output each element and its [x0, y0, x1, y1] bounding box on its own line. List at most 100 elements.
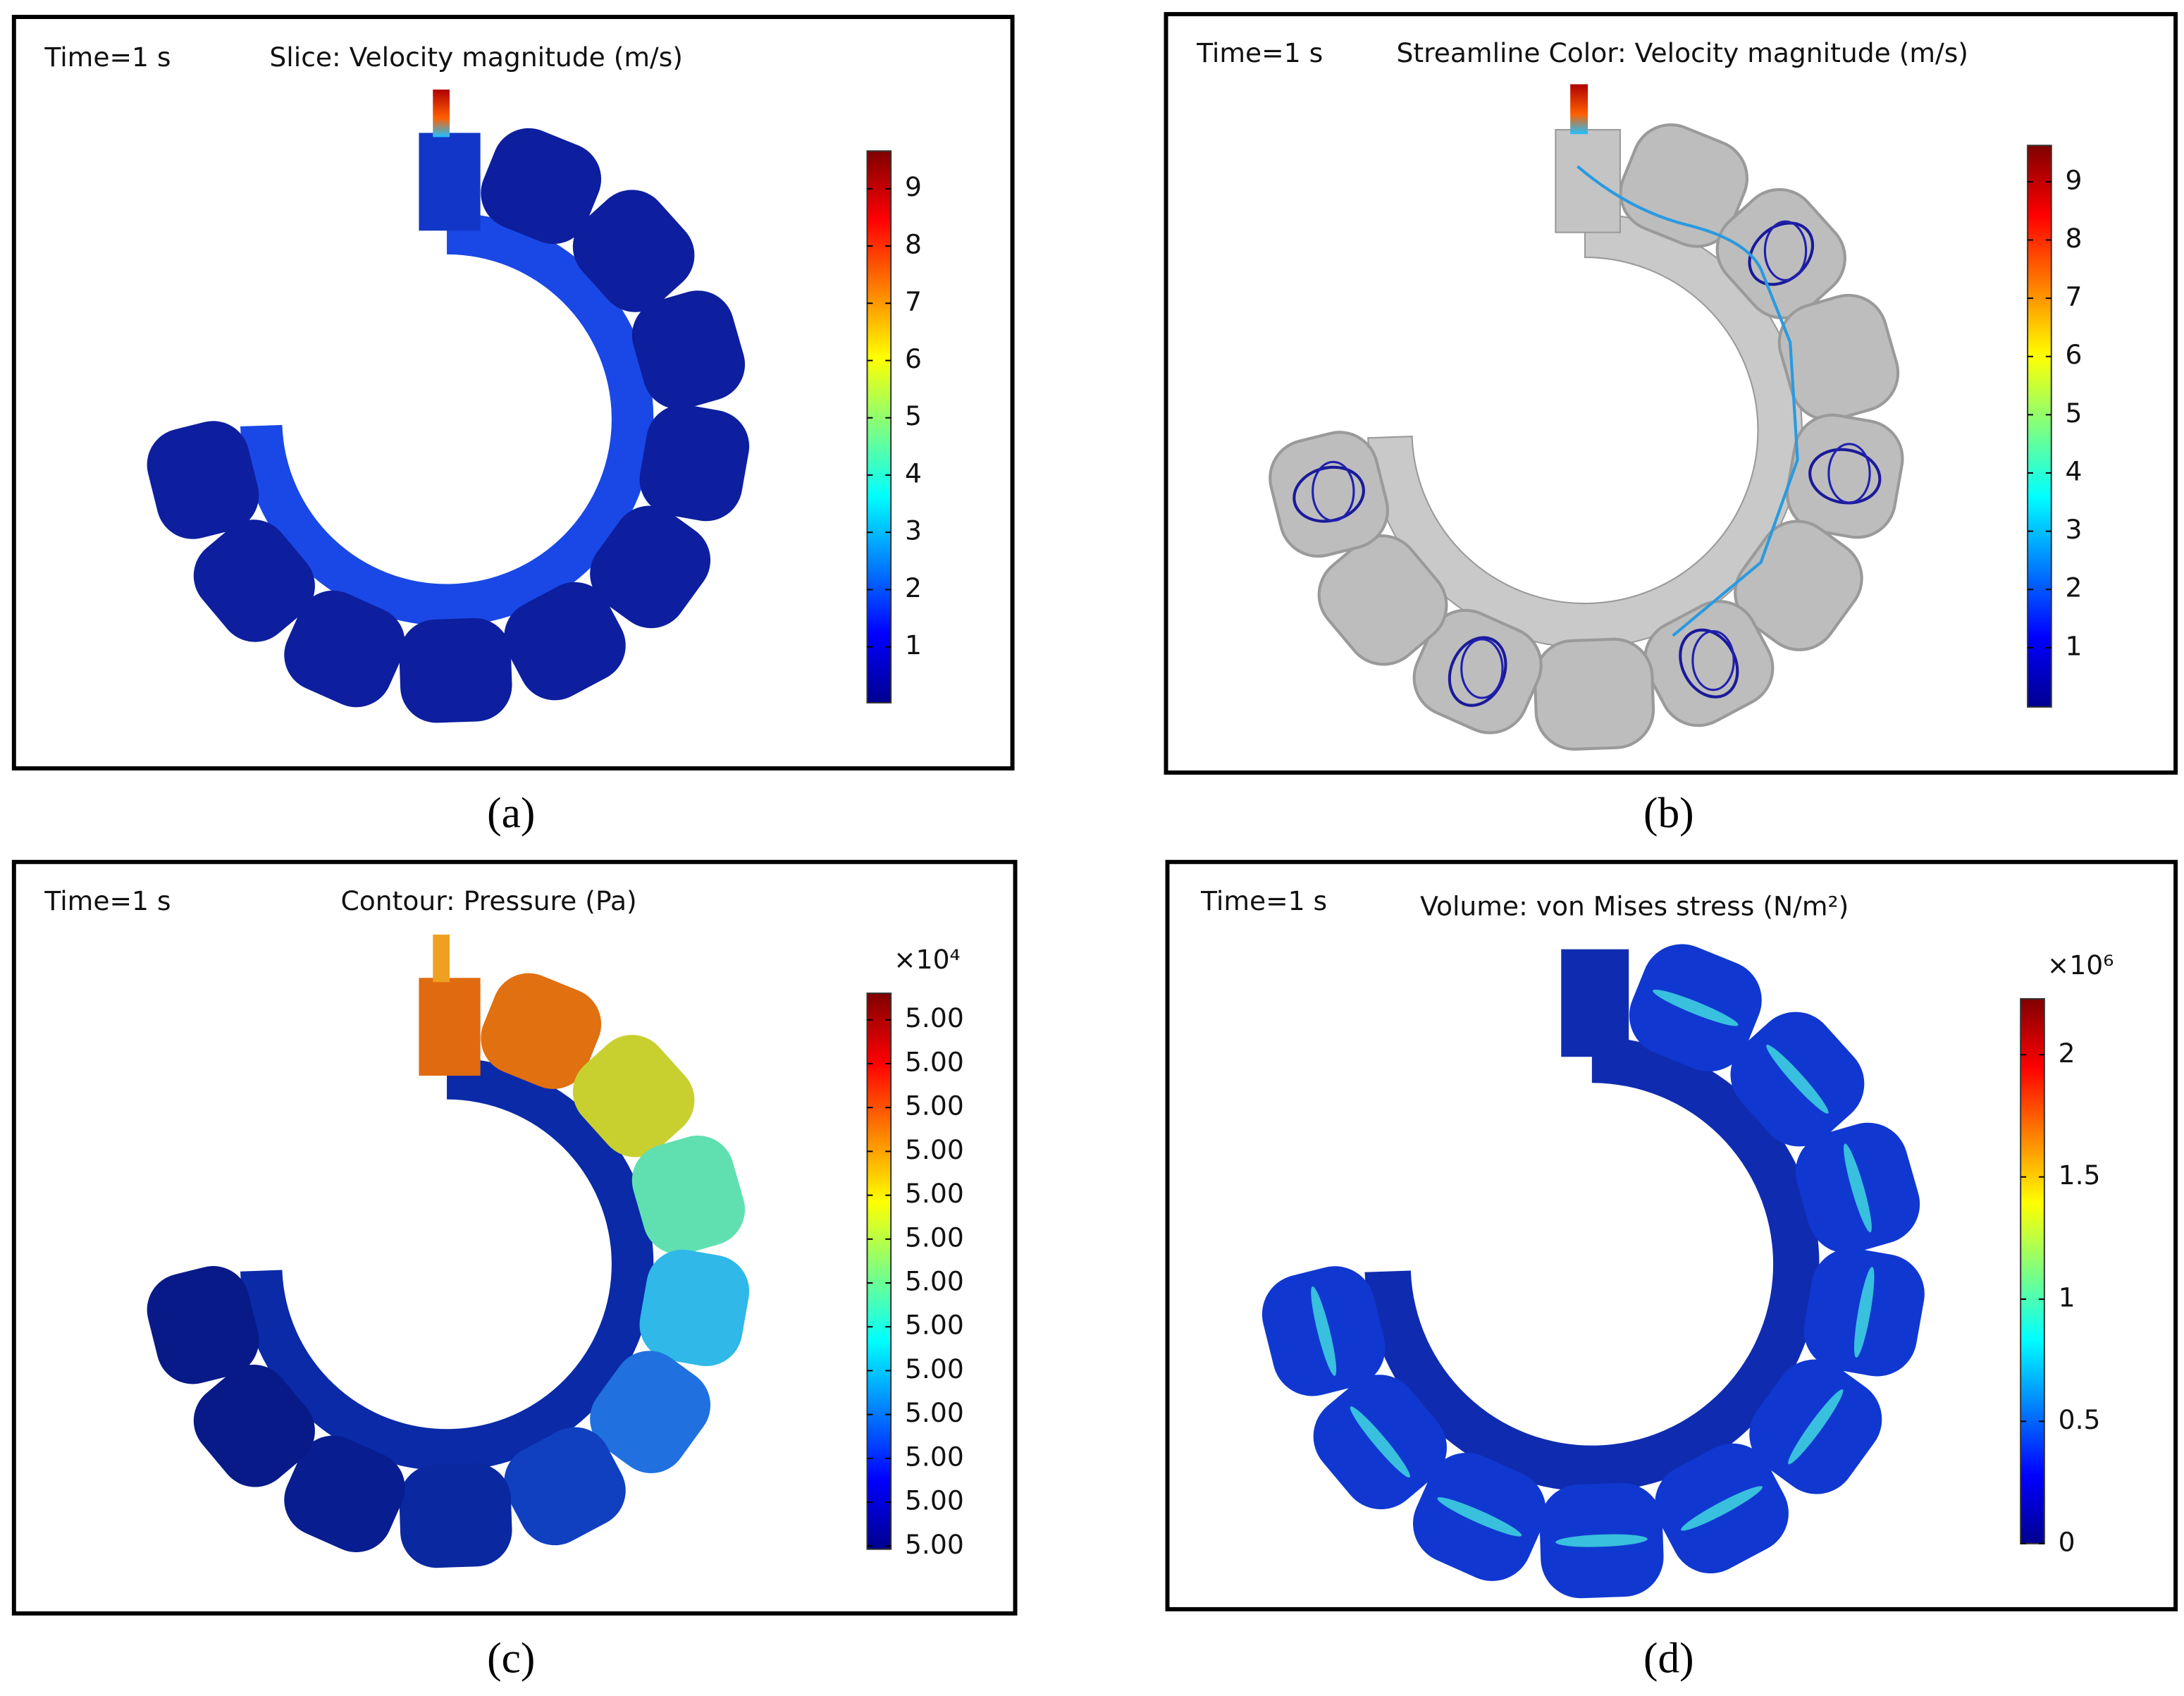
inlet-block	[1555, 128, 1621, 233]
panel: Time=1 s Volume: von Mises stress (N/m²) ×…	[1165, 859, 2178, 1682]
stress-band	[1653, 989, 1739, 1026]
chamber	[284, 590, 405, 708]
actuator-shape	[147, 90, 750, 723]
inlet-block	[1561, 949, 1629, 1057]
caption: (d)	[1643, 1634, 1694, 1682]
colorbar-tick-label: 3	[905, 515, 922, 546]
chamber	[590, 505, 711, 629]
chamber	[1269, 431, 1390, 558]
caption: (b)	[1643, 789, 1694, 837]
time-label: Time=1 s	[44, 885, 171, 916]
stress-band	[1788, 1389, 1844, 1465]
colorbar	[866, 993, 892, 1550]
colorbar-tick-label: 5	[2066, 398, 2083, 429]
chamber	[193, 1364, 315, 1487]
colorbar-tick-label: 5.00	[905, 1397, 964, 1428]
colorbar-tick-label: 9	[905, 171, 922, 202]
actuator-shape	[147, 934, 750, 1568]
streamline	[1460, 638, 1504, 699]
colorbar-tick-label: 5.00	[905, 1178, 964, 1209]
colorbar-tick-label: 8	[905, 228, 922, 259]
colorbar-tick-label: 8	[2066, 223, 2083, 254]
colorbar	[2020, 998, 2045, 1544]
chamber	[631, 1135, 746, 1255]
plot-title: Slice: Velocity magnitude (m/s)	[269, 42, 683, 73]
chamber	[572, 190, 695, 312]
panel: Time=1 s Streamline Color: Velocity magni…	[1164, 12, 2178, 837]
streamline	[1691, 629, 1735, 692]
chamber	[147, 1266, 259, 1384]
colorbar-tick-label: 4	[905, 457, 922, 488]
colorbar-tick-label: 5.00	[905, 1485, 964, 1516]
colorbar-tick-label: 5.00	[905, 1353, 964, 1384]
stress-band	[1766, 1045, 1829, 1114]
colorbar-tick-label: 1	[2066, 630, 2083, 661]
colorbar-tick-label: 5	[905, 400, 922, 431]
colorbar-tick-label: 2	[905, 572, 922, 603]
chamber	[481, 973, 602, 1089]
colorbar-tick-label: 5.00	[905, 1441, 964, 1472]
plot-title: Streamline Color: Velocity magnitude (m/…	[1396, 37, 1968, 68]
colorbar-multiplier: ×10⁶	[2047, 950, 2114, 981]
chamber	[504, 1427, 626, 1546]
time-label: Time=1 s	[44, 42, 171, 73]
inlet-block	[419, 978, 481, 1076]
colorbar-tick-label: 7	[905, 286, 922, 317]
actuator-shape	[1261, 944, 1925, 1599]
chamber	[631, 290, 746, 410]
streamline	[1448, 636, 1507, 707]
stress-band	[1853, 1267, 1875, 1358]
streamline	[1312, 460, 1355, 522]
time-label: Time=1 s	[1200, 885, 1327, 916]
inlet-nozzle	[1570, 84, 1588, 135]
inlet-nozzle	[433, 90, 450, 137]
chamber	[147, 421, 259, 539]
inlet-block	[419, 133, 481, 231]
colorbar-tick-label: 9	[2066, 164, 2083, 195]
colorbar-tick-label: 2	[2059, 1038, 2075, 1069]
colorbar-tick-label: 5.00	[905, 1134, 964, 1165]
colorbar-multiplier: ×10⁴	[894, 944, 961, 975]
colorbar	[2027, 145, 2052, 708]
colorbar-tick-label: 5.00	[905, 1002, 964, 1033]
chamber	[1734, 520, 1863, 651]
chamber	[399, 1463, 512, 1568]
chamber	[639, 405, 750, 522]
chamber	[1412, 608, 1543, 735]
colorbar-tick-label: 2	[2066, 572, 2083, 603]
chamber	[504, 582, 626, 701]
colorbar-tick-label: 0.5	[2059, 1404, 2101, 1435]
colorbar-tick-label: 1.5	[2059, 1160, 2101, 1191]
stress-band	[1350, 1406, 1410, 1478]
stress-band	[1437, 1497, 1522, 1537]
chamber	[1317, 534, 1448, 666]
chamber	[481, 128, 602, 245]
colorbar-tick-label: 6	[905, 343, 922, 374]
colorbar-tick-label: 1	[905, 629, 922, 660]
chamber	[399, 617, 512, 723]
colorbar-tick-label: 5.00	[905, 1310, 964, 1341]
inlet-nozzle	[433, 934, 450, 983]
stress-band	[1311, 1286, 1337, 1376]
colorbar-tick-label: 5.00	[905, 1046, 964, 1077]
chamber	[639, 1249, 750, 1367]
chamber	[1785, 413, 1904, 539]
colorbar-tick-label: 7	[2066, 281, 2083, 312]
chamber	[1715, 188, 1846, 320]
colorbar-tick-label: 5.00	[905, 1529, 964, 1560]
time-label: Time=1 s	[1196, 37, 1323, 68]
colorbar-tick-label: 4	[2066, 455, 2083, 486]
streamline	[1577, 165, 1799, 637]
actuator-shape	[1269, 84, 1904, 751]
panel: Time=1 s Slice: Velocity magnitude (m/s) 9…	[11, 15, 1015, 837]
streamline	[1808, 448, 1882, 505]
chamber	[1777, 293, 1900, 422]
stress-band	[1681, 1486, 1763, 1531]
colorbar-tick-label: 5.00	[905, 1222, 964, 1253]
chamber	[572, 1035, 695, 1157]
chamber	[193, 520, 315, 642]
chamber	[284, 1435, 405, 1553]
plot-title: Contour: Pressure (Pa)	[340, 885, 636, 916]
colorbar-tick-label: 3	[2066, 514, 2083, 545]
